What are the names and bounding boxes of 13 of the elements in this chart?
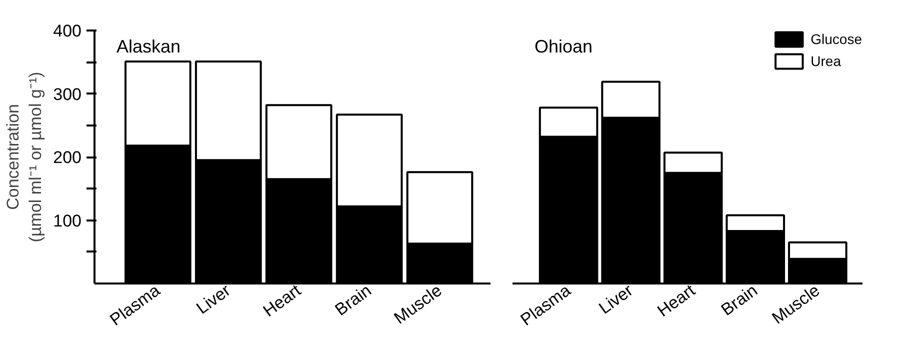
- legend-label: Glucose: [810, 31, 862, 47]
- chart-title: Alaskan: [116, 36, 181, 56]
- legend-label: Urea: [810, 53, 841, 69]
- y-axis-title: Concentration (µmol ml⁻¹ or µmol g⁻¹): [3, 72, 46, 242]
- y-tick-label: 100: [53, 211, 82, 230]
- y-tick-label: 400: [53, 22, 82, 40]
- x-tick-label: Brain: [718, 280, 761, 320]
- x-tick-label: Liver: [595, 280, 637, 318]
- chart-title: Ohioan: [534, 36, 593, 56]
- x-tick-label: Brain: [332, 280, 375, 320]
- y-tick-label: 300: [53, 84, 82, 104]
- y-tick-label: 200: [53, 148, 82, 167]
- x-tick-label: Liver: [192, 280, 234, 318]
